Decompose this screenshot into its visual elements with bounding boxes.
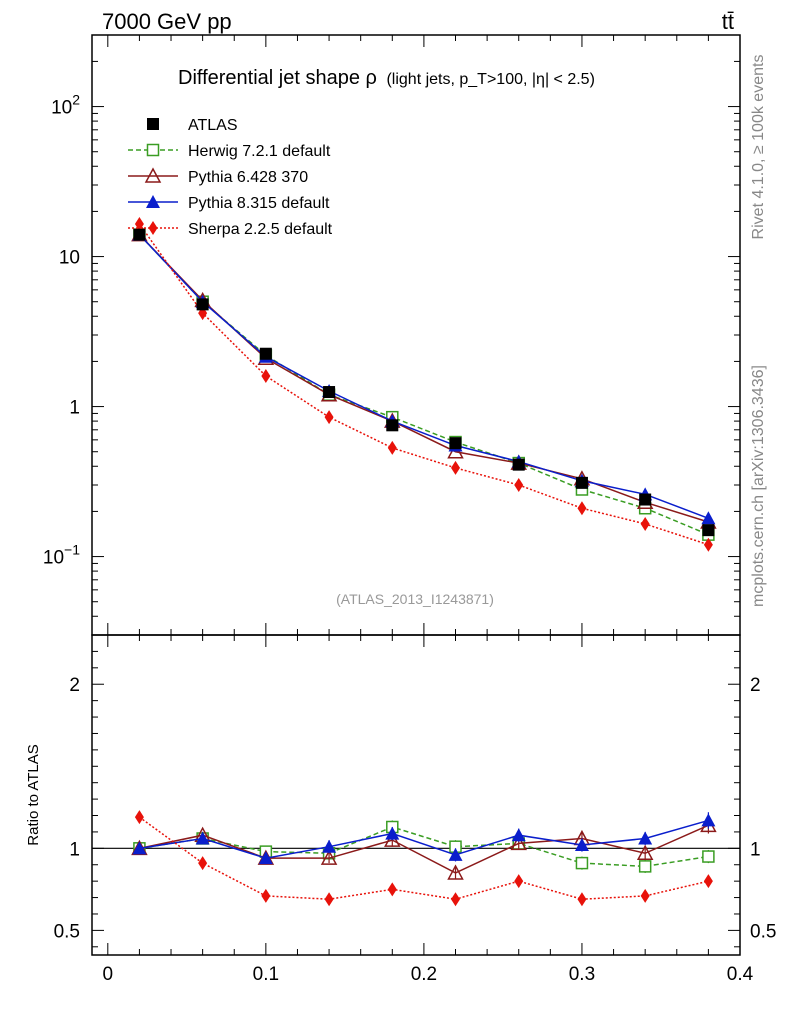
data-point-atlas xyxy=(259,347,272,360)
series-line-sherpa-2-2-5-default xyxy=(138,223,709,546)
ratio-y-axis-label: Ratio to ATLAS xyxy=(25,744,42,845)
y-tick-label: 1 xyxy=(69,398,80,419)
analysis-id: (ATLAS_2013_I1243871) xyxy=(336,591,494,607)
data-point-atlas xyxy=(386,419,399,432)
ratio-point-pythia-6-428-370 xyxy=(320,849,338,865)
ratio-point-pythia-8-315-default xyxy=(195,831,210,845)
data-point-atlas xyxy=(639,493,652,506)
legend-label-pythia-6-428-370: Pythia 6.428 370 xyxy=(188,169,308,186)
ratio-point-sherpa-2-2-5-default xyxy=(514,874,524,889)
process-label: tt̄ xyxy=(722,9,734,34)
ratio-point-sherpa-2-2-5-default xyxy=(134,810,144,825)
mcplots-label: mcplots.cern.ch [arXiv:1306.3436] xyxy=(750,365,767,607)
data-point-atlas xyxy=(702,524,715,537)
ratio-line-pythia-8-315-default xyxy=(139,819,709,859)
ratio-point-pythia-8-315-default xyxy=(322,839,337,853)
rivet-label: Rivet 4.1.0, ≥ 100k events xyxy=(750,55,767,240)
legend-marker-pythia-6-428-370 xyxy=(144,167,162,183)
ratio-point-herwig-7-2-1-default xyxy=(702,850,715,863)
ratio-point-sherpa-2-2-5-default xyxy=(640,888,650,903)
data-point-sherpa-2-2-5-default xyxy=(451,460,461,475)
ratio-point-herwig-7-2-1-default xyxy=(575,856,589,870)
data-point-sherpa-2-2-5-default xyxy=(703,537,713,552)
legend-marker-sherpa-2-2-5-default xyxy=(148,221,158,235)
ratio-point-pythia-8-315-default xyxy=(701,813,716,827)
ratio-point-sherpa-2-2-5-default xyxy=(261,888,271,903)
data-point-sherpa-2-2-5-default xyxy=(640,516,650,531)
ratio-point-pythia-8-315-default xyxy=(574,838,589,852)
data-point-sherpa-2-2-5-default xyxy=(577,501,587,516)
legend-marker-herwig-7-2-1-default xyxy=(146,143,160,157)
ratio-point-pythia-8-315-default xyxy=(511,828,526,842)
ratio-point-pythia-8-315-default xyxy=(638,831,653,845)
ratio-point-pythia-6-428-370 xyxy=(636,844,654,861)
ratio-point-pythia-6-428-370 xyxy=(384,831,401,847)
ratio-y-tick-label-right: 0.5 xyxy=(750,921,776,942)
ratio-point-herwig-7-2-1-default xyxy=(638,860,652,873)
ratio-point-pythia-8-315-default xyxy=(385,826,400,840)
ratio-point-pythia-8-315-default xyxy=(448,847,463,861)
energy-label: 7000 GeV pp xyxy=(102,9,232,34)
ratio-y-tick-label: 1 xyxy=(69,839,80,860)
ratio-y-tick-label: 2 xyxy=(69,675,80,696)
data-point-atlas xyxy=(449,437,462,450)
data-point-atlas xyxy=(323,386,336,399)
ratio-point-sherpa-2-2-5-default xyxy=(577,892,587,907)
ratio-point-sherpa-2-2-5-default xyxy=(387,882,397,897)
y-tick-label: 10−1 xyxy=(43,542,80,569)
x-tick-label: 0.2 xyxy=(411,964,437,985)
x-tick-label: 0.3 xyxy=(569,964,595,985)
data-point-atlas xyxy=(575,476,588,489)
data-point-pythia-8-315-default xyxy=(701,511,716,525)
legend-label-atlas: ATLAS xyxy=(188,117,238,134)
ratio-point-pythia-6-428-370 xyxy=(447,864,464,880)
ratio-point-pythia-8-315-default xyxy=(132,841,147,855)
title-main: Differential jet shape ρ xyxy=(178,67,377,89)
main-panel: 10−1 1 10 102 xyxy=(43,34,741,636)
x-tick-label: 0 xyxy=(103,964,114,985)
ratio-frame xyxy=(91,634,741,956)
series-line-pythia-8-315-default xyxy=(138,234,709,519)
ratio-point-sherpa-2-2-5-default xyxy=(198,856,208,871)
series-line-herwig-7-2-1-default xyxy=(138,234,709,536)
legend: ATLAS Herwig 7.2.1 default Pythia 6.428 37… xyxy=(128,117,333,238)
ratio-point-sherpa-2-2-5-default xyxy=(324,892,334,907)
ratio-y-tick-label: 0.5 xyxy=(54,921,80,942)
ratio-point-sherpa-2-2-5-default xyxy=(703,874,713,889)
ratio-y-tick-label-right: 2 xyxy=(750,675,761,696)
y-tick-label: 10 xyxy=(59,248,80,269)
ratio-panel: 0 0.1 0.2 0.3 0.4 0.5 0.5 1 1 2 2 xyxy=(54,634,776,985)
data-point-atlas xyxy=(196,298,209,311)
y-tick-label: 102 xyxy=(51,92,80,119)
legend-label-sherpa-2-2-5-default: Sherpa 2.2.5 default xyxy=(188,221,333,238)
data-point-atlas xyxy=(133,228,146,241)
ratio-point-sherpa-2-2-5-default xyxy=(451,892,461,907)
ratio-y-tick-label-right: 1 xyxy=(750,839,761,860)
ratio-line-sherpa-2-2-5-default xyxy=(138,816,709,900)
legend-label-pythia-8-315-default: Pythia 8.315 default xyxy=(188,195,330,212)
ratio-line-pythia-6-428-370 xyxy=(139,824,709,874)
data-point-sherpa-2-2-5-default xyxy=(514,478,524,492)
ratio-line-herwig-7-2-1-default xyxy=(139,826,709,868)
legend-label-herwig-7-2-1-default: Herwig 7.2.1 default xyxy=(188,143,331,160)
title-subtitle: (light jets, p_T>100, |η| < 2.5) xyxy=(386,71,594,88)
data-point-sherpa-2-2-5-default xyxy=(261,368,271,383)
ratio-point-pythia-8-315-default xyxy=(258,851,273,865)
legend-marker-atlas xyxy=(147,118,159,130)
legend-marker-pythia-8-315-default xyxy=(146,195,160,208)
ratio-point-pythia-6-428-370 xyxy=(510,834,527,851)
data-point-atlas xyxy=(512,458,525,471)
x-tick-label: 0.4 xyxy=(727,964,754,985)
series-line-pythia-6-428-370 xyxy=(138,234,709,523)
chart-title: Differential jet shape ρ (light jets, p_… xyxy=(178,67,595,89)
data-point-sherpa-2-2-5-default xyxy=(387,440,397,455)
data-point-sherpa-2-2-5-default xyxy=(324,410,334,425)
x-tick-label: 0.1 xyxy=(253,964,279,985)
